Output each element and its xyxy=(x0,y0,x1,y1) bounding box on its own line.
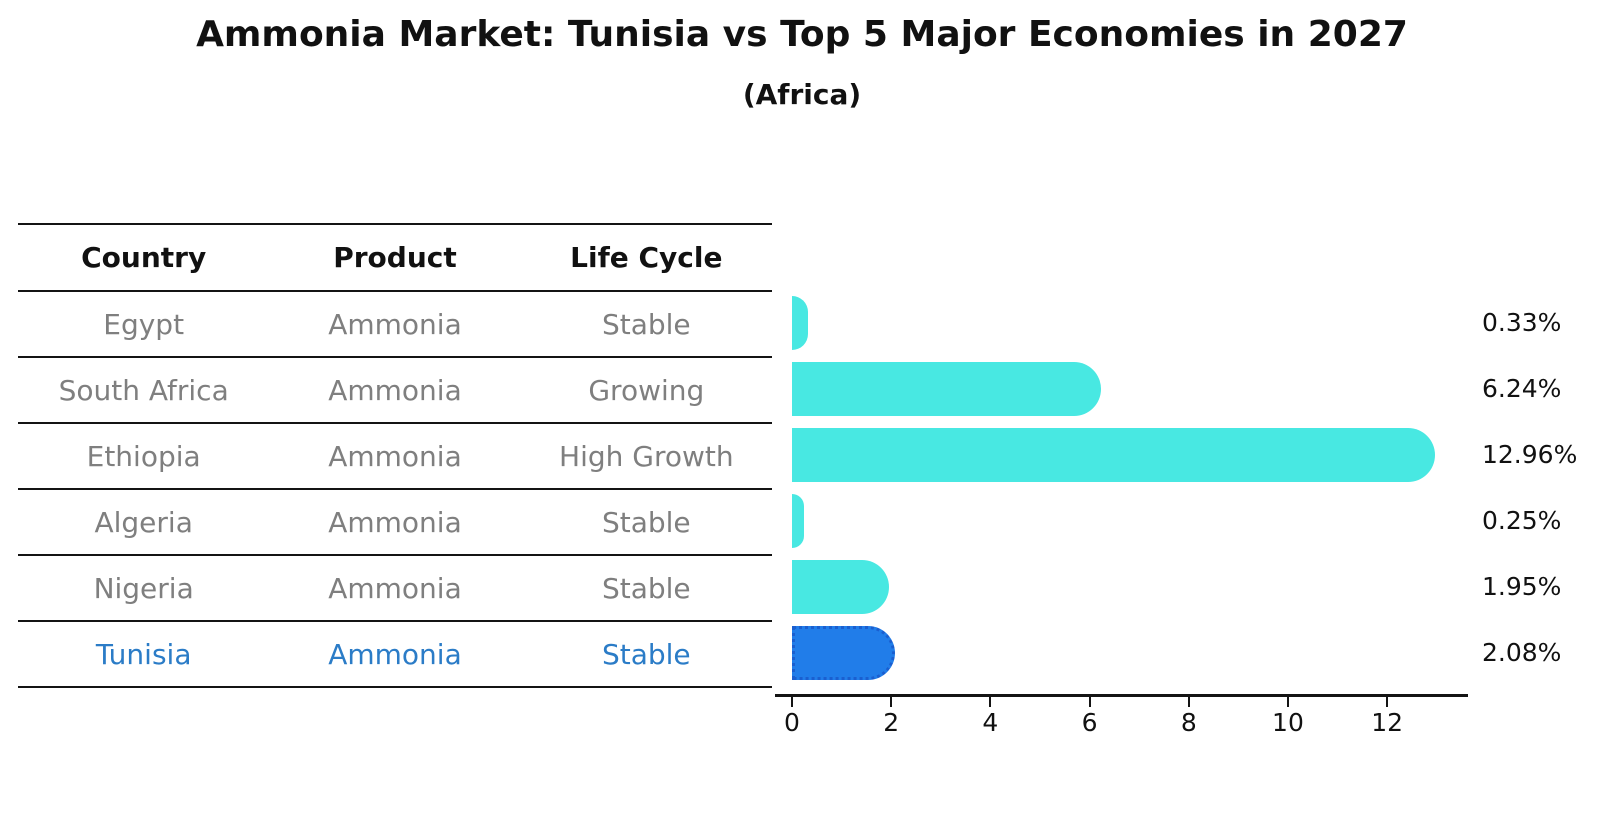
cell-life_cycle-algeria: Stable xyxy=(601,505,691,539)
cell-country-south-africa: South Africa xyxy=(58,373,229,407)
bar-tunisia xyxy=(792,626,896,680)
cell-product-ethiopia: Ammonia xyxy=(328,439,462,473)
table-header-product: Product xyxy=(333,241,457,274)
x-tick-label-4: 4 xyxy=(982,708,999,737)
table-header-country: Country xyxy=(81,241,207,274)
x-tick-mark-4 xyxy=(989,697,992,707)
cell-country-ethiopia: Ethiopia xyxy=(86,439,201,473)
cell-life_cycle-egypt: Stable xyxy=(601,307,691,341)
x-tick-label-8: 8 xyxy=(1180,708,1197,737)
cell-country-egypt: Egypt xyxy=(103,307,185,341)
x-tick-mark-12 xyxy=(1386,697,1389,707)
table-row-egypt: Egypt Ammonia Stable xyxy=(18,292,772,358)
bar-south-africa xyxy=(792,362,1102,416)
value-label-south-africa: 6.24% xyxy=(1482,374,1562,403)
table-row-south-africa: South Africa Ammonia Growing xyxy=(18,358,772,424)
cell-life_cycle-nigeria: Stable xyxy=(601,571,691,605)
value-label-algeria: 0.25% xyxy=(1482,506,1562,535)
cell-product-nigeria: Ammonia xyxy=(328,571,462,605)
x-axis-line xyxy=(775,694,1468,697)
cell-product-south-africa: Ammonia xyxy=(328,373,462,407)
country-table: Country Product Life Cycle Egypt Ammonia Sta… xyxy=(18,223,772,688)
value-label-egypt: 0.33% xyxy=(1482,308,1562,337)
bar-nigeria xyxy=(792,560,889,614)
cell-country-algeria: Algeria xyxy=(94,505,193,539)
table-row-algeria: Algeria Ammonia Stable xyxy=(18,490,772,556)
x-tick-mark-0 xyxy=(791,697,793,707)
x-tick-mark-10 xyxy=(1286,697,1289,707)
x-tick-label-12: 12 xyxy=(1371,708,1404,737)
cell-life_cycle-tunisia: Stable xyxy=(601,637,691,671)
value-label-tunisia: 2.08% xyxy=(1482,638,1562,667)
table-row-nigeria: Nigeria Ammonia Stable xyxy=(18,556,772,622)
x-tick-label-6: 6 xyxy=(1081,708,1098,737)
table-row-ethiopia: Ethiopia Ammonia High Growth xyxy=(18,424,772,490)
chart-title: Ammonia Market: Tunisia vs Top 5 Major E… xyxy=(196,14,1408,55)
cell-product-tunisia: Ammonia xyxy=(328,637,462,671)
x-tick-label-0: 0 xyxy=(784,708,800,737)
cell-life_cycle-south-africa: Growing xyxy=(588,373,705,407)
value-label-nigeria: 1.95% xyxy=(1482,572,1562,601)
x-tick-label-2: 2 xyxy=(883,708,900,737)
cell-life_cycle-ethiopia: High Growth xyxy=(559,439,734,473)
table-header-life-cycle: Life Cycle xyxy=(570,241,723,274)
table-header-row: Country Product Life Cycle xyxy=(18,225,772,292)
cell-country-nigeria: Nigeria xyxy=(93,571,194,605)
cell-product-algeria: Ammonia xyxy=(328,505,462,539)
chart-subtitle: (Africa) xyxy=(742,78,862,111)
table-row-tunisia: Tunisia Ammonia Stable xyxy=(18,622,772,688)
cell-country-tunisia: Tunisia xyxy=(95,637,192,671)
bar-algeria xyxy=(792,494,805,548)
bar-egypt xyxy=(792,296,809,350)
x-tick-label-10: 10 xyxy=(1272,708,1304,737)
bar-ethiopia xyxy=(792,428,1435,482)
cell-product-egypt: Ammonia xyxy=(328,307,462,341)
table-body: Egypt Ammonia Stable South Africa Ammonia Gro… xyxy=(18,292,772,688)
value-label-ethiopia: 12.96% xyxy=(1482,440,1578,469)
x-tick-mark-6 xyxy=(1088,697,1091,707)
x-tick-mark-8 xyxy=(1187,697,1190,707)
x-tick-mark-2 xyxy=(890,697,893,707)
